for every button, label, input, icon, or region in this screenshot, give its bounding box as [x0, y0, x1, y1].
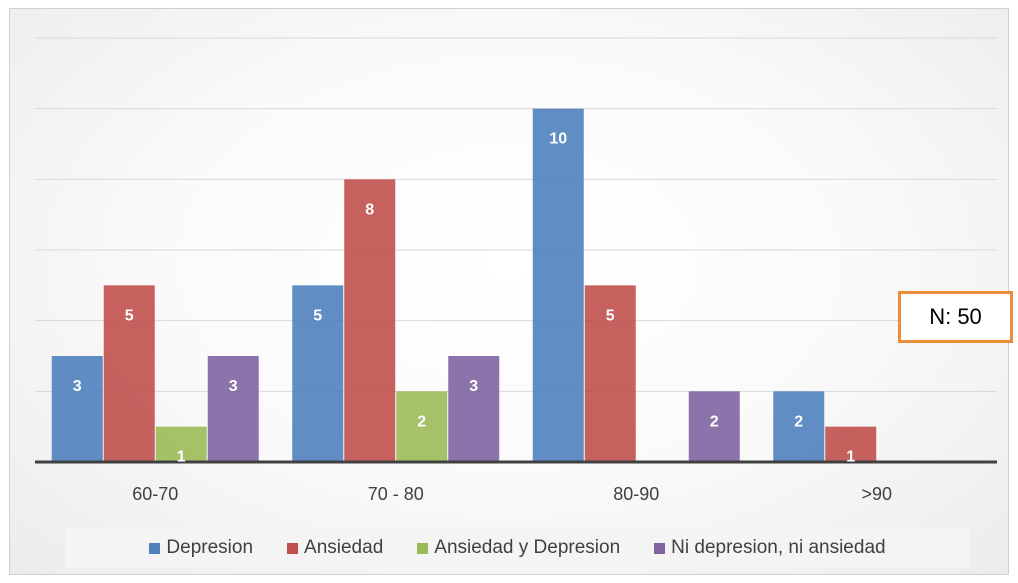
data-label: 5 — [606, 307, 615, 324]
bar — [207, 356, 259, 462]
legend-label: Ansiedad y Depresion — [434, 537, 621, 558]
bars — [51, 108, 877, 463]
legend-swatch — [149, 542, 161, 554]
legend-label: Ni depresion, ni ansiedad — [671, 537, 886, 558]
sample-size-text: N: 50 — [929, 304, 982, 329]
data-label: 2 — [794, 413, 803, 430]
data-labels: 3 5 1 3 5 8 2 3 10 5 2 2 1 — [73, 131, 856, 466]
bar — [344, 179, 396, 463]
data-label: 10 — [549, 131, 567, 148]
data-label: 5 — [125, 307, 134, 324]
legend-label: Ansiedad — [304, 537, 384, 558]
bar — [292, 285, 344, 462]
bar — [396, 391, 448, 462]
category-label: 80-90 — [613, 484, 659, 504]
legend-swatch — [287, 542, 299, 554]
bar — [584, 285, 636, 462]
bar — [532, 108, 584, 463]
category-label: 70 - 80 — [368, 484, 424, 504]
bar — [51, 356, 103, 462]
bar — [103, 285, 155, 462]
data-label: 3 — [73, 378, 82, 395]
legend: Depresion Ansiedad Ansiedad y Depresion Ni … — [65, 528, 970, 568]
data-label: 2 — [417, 413, 426, 430]
bar — [688, 391, 740, 462]
data-label: 3 — [229, 378, 238, 395]
gridlines — [35, 37, 997, 392]
legend-swatch — [654, 542, 666, 554]
category-labels: 60-70 70 - 80 80-90 >90 — [132, 484, 892, 504]
category-label: >90 — [861, 484, 892, 504]
data-label: 2 — [710, 413, 719, 430]
data-label: 1 — [846, 449, 855, 466]
legend-swatch — [417, 542, 429, 554]
data-label: 1 — [177, 449, 186, 466]
legend-item: Depresion — [149, 537, 253, 559]
legend-item: Ansiedad y Depresion — [417, 537, 620, 559]
bar — [825, 426, 877, 462]
data-label: 5 — [313, 307, 322, 324]
legend-label: Depresion — [166, 537, 254, 558]
legend-item: Ansiedad — [287, 537, 383, 559]
sample-size-box: N: 50 — [898, 291, 1013, 343]
chart-frame — [9, 8, 1009, 575]
bar — [155, 426, 207, 462]
category-label: 60-70 — [132, 484, 178, 504]
bar — [448, 356, 500, 462]
legend-item: Ni depresion, ni ansiedad — [654, 537, 886, 559]
data-label: 8 — [365, 201, 374, 218]
bar — [773, 391, 825, 462]
data-label: 3 — [469, 378, 478, 395]
